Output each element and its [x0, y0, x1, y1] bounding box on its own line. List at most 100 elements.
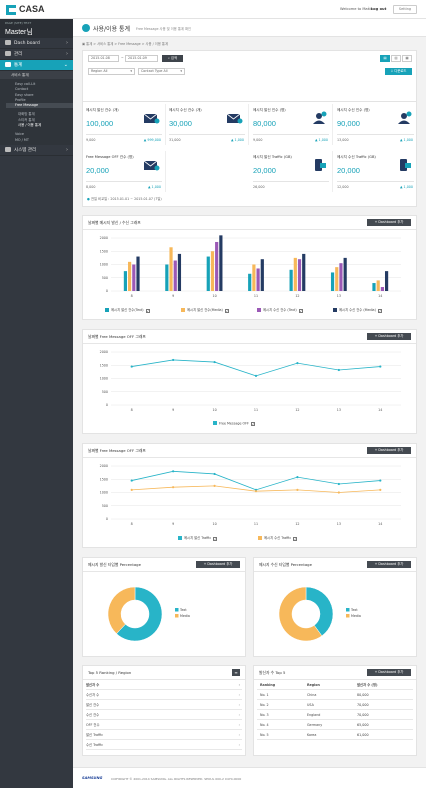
table-row[interactable]: No. 3 England 70,000	[257, 711, 413, 720]
checkbox-icon[interactable]: ✓	[224, 308, 229, 313]
checkbox-icon[interactable]: ✓	[145, 308, 150, 313]
sidebar-item-system[interactable]: 시스템 관리 ›	[0, 145, 73, 156]
submenu-item-easy-share[interactable]: Easy share	[15, 92, 34, 97]
submenu-item-easy-call[interactable]: Easy call-Lit	[15, 82, 36, 86]
submenu-head-service-stats[interactable]: 서비스 통계	[0, 71, 73, 79]
ranking-list-item[interactable]: 발신자 수 ›	[86, 681, 242, 690]
ranking-list-item[interactable]: 수신자 수 ›	[86, 691, 242, 700]
submenu-item-profile[interactable]: Profile	[15, 97, 26, 102]
data-point[interactable]	[172, 358, 175, 362]
bar[interactable]	[330, 272, 335, 291]
pie-slice[interactable]	[278, 586, 323, 642]
sidebar-item-stats[interactable]: 통계 ⌄	[0, 60, 73, 71]
table-row[interactable]: No. 4 Germany 65,000	[257, 721, 413, 730]
bar[interactable]	[128, 261, 132, 291]
checkbox-icon[interactable]: ✓	[213, 536, 218, 541]
submenu-item-chatroom[interactable]: 대화방 통계	[18, 112, 35, 117]
ranking-list-item[interactable]: 발신 건수 ›	[86, 701, 242, 710]
data-point[interactable]	[172, 486, 175, 489]
data-point[interactable]	[130, 479, 133, 482]
legend-item[interactable]: 메시지 수신 건수 (Media) ✓	[333, 307, 382, 313]
legend-item[interactable]: Free Message OFF ✓	[213, 421, 255, 426]
bar[interactable]	[123, 271, 128, 291]
menu-icon[interactable]: ≡	[232, 669, 240, 676]
data-point[interactable]	[337, 491, 340, 494]
bar[interactable]	[343, 257, 347, 291]
view-day-button[interactable]: ▤	[380, 55, 390, 62]
search-button[interactable]: ⌕ 검색	[162, 55, 183, 62]
bar[interactable]	[380, 287, 384, 291]
bar[interactable]	[252, 264, 256, 292]
table-row[interactable]: No. 2 USA 70,000	[257, 701, 413, 710]
checkbox-icon[interactable]: ✓	[298, 308, 303, 313]
bar[interactable]	[248, 273, 252, 291]
data-point[interactable]	[296, 362, 299, 365]
chart1-add-dashboard-button[interactable]: + Dashboard 추가	[367, 219, 411, 226]
home-icon[interactable]: ▣	[82, 42, 87, 46]
bar[interactable]	[256, 268, 260, 291]
bar[interactable]	[206, 256, 210, 291]
submenu-item-free-message[interactable]: Free Message	[6, 103, 73, 109]
download-button[interactable]: ⇩ 다운로드	[385, 68, 412, 75]
data-point[interactable]	[337, 482, 340, 486]
checkbox-icon[interactable]: ✓	[293, 536, 298, 541]
data-point[interactable]	[172, 470, 175, 473]
submenu-item-usage[interactable]: 사용 / 이용 통계	[18, 123, 42, 128]
bar[interactable]	[219, 235, 223, 291]
bar[interactable]	[210, 251, 215, 291]
checkbox-icon[interactable]: ✓	[377, 308, 382, 313]
data-point[interactable]	[296, 488, 299, 491]
bar[interactable]	[165, 264, 169, 292]
legend-item[interactable]: 메시지 발신 건수(Text) ✓	[105, 307, 150, 313]
pie1-add-dashboard-button[interactable]: + Dashboard 추가	[196, 561, 240, 568]
view-month-button[interactable]: ▦	[402, 55, 412, 62]
bar[interactable]	[297, 259, 302, 291]
data-point[interactable]	[254, 490, 258, 493]
data-point[interactable]	[213, 484, 216, 487]
submenu-item-sticker[interactable]: 스티커 통계	[18, 117, 35, 122]
submenu-item-voice[interactable]: Voice	[15, 132, 25, 137]
bar[interactable]	[339, 263, 343, 291]
table-row[interactable]: No. 5 Korea 61,000	[257, 731, 413, 740]
date-from-input[interactable]: 2015.01.08	[88, 55, 119, 62]
data-point[interactable]	[379, 479, 382, 482]
chart2-add-dashboard-button[interactable]: + Dashboard 추가	[367, 333, 411, 340]
bar[interactable]	[289, 269, 293, 291]
data-point[interactable]	[213, 360, 216, 364]
bar[interactable]	[372, 283, 376, 291]
logout-link[interactable]: Log out	[371, 7, 387, 11]
data-point[interactable]	[254, 374, 258, 377]
submenu-item-momt[interactable]: MO / MT	[15, 137, 29, 142]
pie2-add-dashboard-button[interactable]: + Dashboard 추가	[367, 561, 411, 568]
bar[interactable]	[335, 267, 339, 291]
region-select[interactable]: Region All ▾	[88, 68, 135, 75]
data-point[interactable]	[379, 365, 382, 368]
bar[interactable]	[384, 271, 389, 291]
legend-item[interactable]: 메시지 발신 건수(Media) ✓	[181, 307, 229, 313]
sidebar-item-dashboard[interactable]: Dash board ›	[0, 38, 73, 49]
chart3-add-dashboard-button[interactable]: + Dashboard 추가	[367, 447, 411, 454]
bar[interactable]	[215, 241, 219, 291]
contact-type-select[interactable]: Contact Type All ▾	[138, 68, 185, 75]
table-row[interactable]: No. 1 China 80,000	[257, 691, 413, 700]
data-point[interactable]	[130, 365, 133, 368]
bar[interactable]	[136, 256, 140, 291]
sidebar-item-manage[interactable]: 관리 ›	[0, 49, 73, 60]
pie-slice[interactable]	[107, 586, 136, 635]
legend-item[interactable]: 메시지 발신 Traffic ✓	[178, 535, 218, 541]
ranking-list-item[interactable]: 수신 건수 ›	[86, 711, 242, 720]
data-point[interactable]	[296, 476, 299, 479]
pie-slice[interactable]	[116, 586, 163, 642]
bar[interactable]	[293, 257, 297, 291]
data-point[interactable]	[337, 368, 340, 372]
data-point[interactable]	[213, 472, 216, 476]
ranking-list-item[interactable]: 수신 Traffic ›	[86, 741, 242, 750]
bar[interactable]	[173, 260, 177, 291]
data-point[interactable]	[130, 488, 133, 491]
bar[interactable]	[132, 264, 136, 292]
checkbox-icon[interactable]: ✓	[250, 422, 255, 426]
top5-add-dashboard-button[interactable]: + Dashboard 추가	[367, 669, 411, 676]
bar[interactable]	[302, 253, 306, 291]
ranking-list-item[interactable]: OFF 건수 ›	[86, 721, 242, 730]
ranking-list-item[interactable]: 발신 Traffic ›	[86, 731, 242, 740]
